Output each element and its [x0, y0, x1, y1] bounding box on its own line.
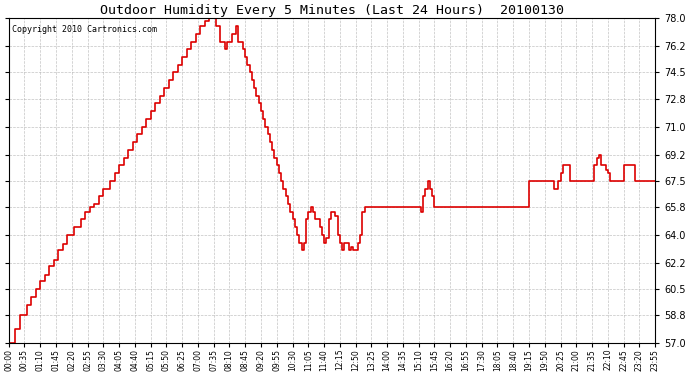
- Text: Copyright 2010 Cartronics.com: Copyright 2010 Cartronics.com: [12, 25, 157, 34]
- Title: Outdoor Humidity Every 5 Minutes (Last 24 Hours)  20100130: Outdoor Humidity Every 5 Minutes (Last 2…: [100, 4, 564, 17]
